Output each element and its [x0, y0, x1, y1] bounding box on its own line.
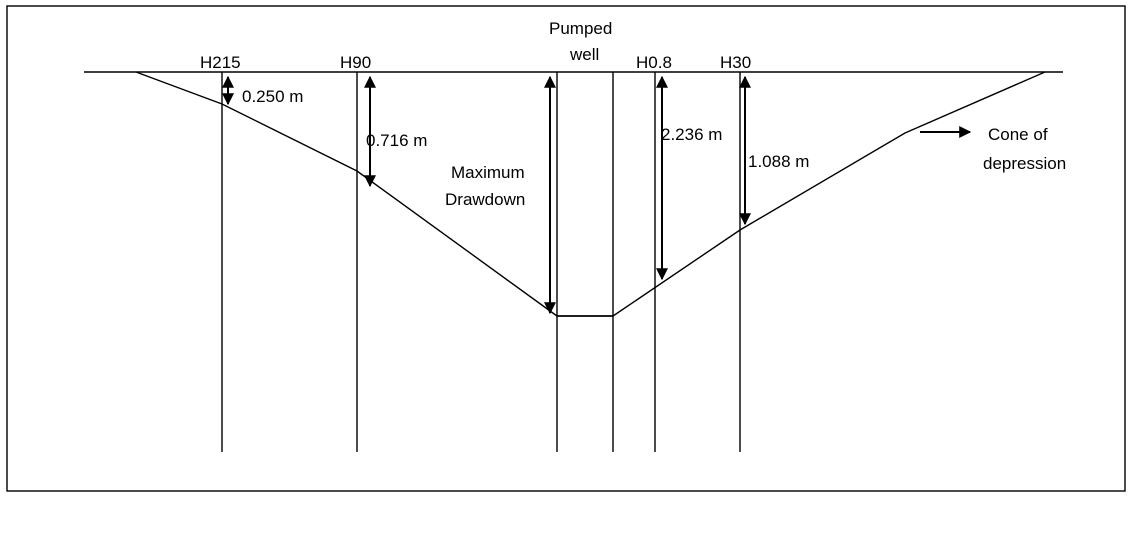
piezometer-h30-label: H30 [720, 53, 751, 72]
cone-of-depression-label-line2: depression [983, 154, 1066, 173]
drawdown-value-h90: 0.716 m [366, 131, 427, 150]
drawdown-value-h215: 0.250 m [242, 87, 303, 106]
maximum-drawdown-label-line2: Drawdown [445, 190, 525, 209]
piezometer-h90-label: H90 [340, 53, 371, 72]
piezometer-h215-label: H215 [200, 53, 241, 72]
pumped-well-label-line1: Pumped [549, 19, 612, 38]
piezometer-h0-8-label: H0.8 [636, 53, 672, 72]
drawdown-value-h0-8: 2.236 m [661, 125, 722, 144]
maximum-drawdown-label-line1: Maximum [451, 163, 525, 182]
cone-of-depression-label-line1: Cone of [988, 125, 1048, 144]
pumped-well-label-line2: well [569, 45, 599, 64]
diagram-frame [6, 5, 1126, 492]
drawdown-value-h30: 1.088 m [748, 152, 809, 171]
